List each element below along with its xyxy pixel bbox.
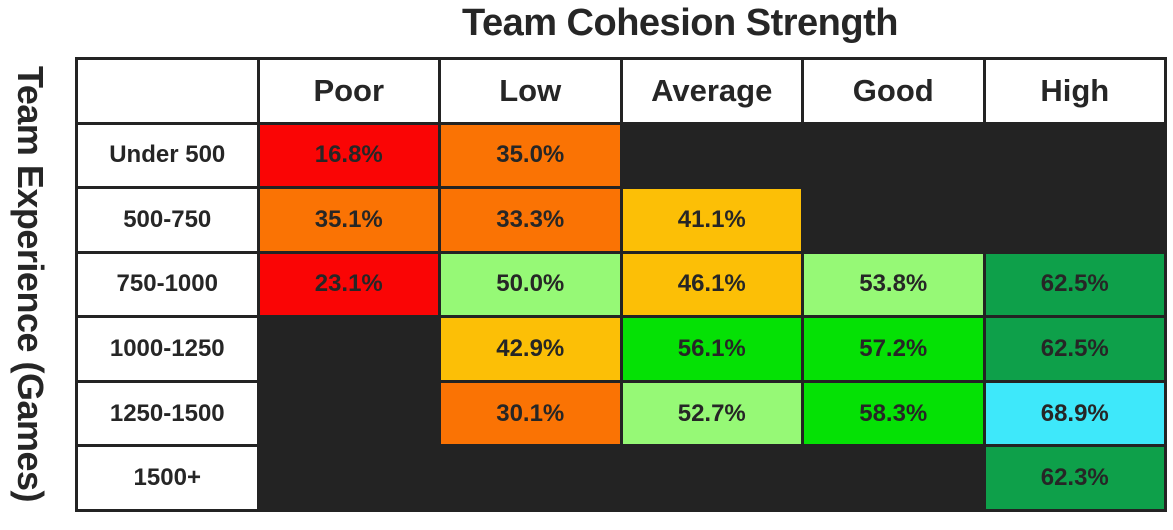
- row-label-1000-1250: 1000-1250: [78, 318, 257, 380]
- empty-cell-1500-average: [622, 447, 801, 509]
- empty-cell-1250-1500-poor: [259, 382, 438, 445]
- row-label-under-500: Under 500: [78, 124, 257, 187]
- heatmap-cell-500-750-average: 41.1%: [622, 189, 801, 251]
- empty-cell-under-500-average: [622, 124, 801, 187]
- column-header-average: Average: [622, 60, 801, 122]
- heatmap-cell-750-1000-high: 62.5%: [985, 253, 1164, 316]
- heatmap-cell-750-1000-poor: 23.1%: [259, 253, 438, 316]
- heatmap-cell-1250-1500-low: 30.1%: [441, 382, 620, 445]
- row-label-1500: 1500+: [78, 447, 257, 509]
- empty-cell-1500-low: [441, 447, 620, 509]
- heatmap-cell-750-1000-low: 50.0%: [441, 253, 620, 316]
- heatmap-cell-750-1000-average: 46.1%: [622, 253, 801, 316]
- heatmap-cell-1000-1250-average: 56.1%: [622, 318, 801, 380]
- row-label-1250-1500: 1250-1500: [78, 382, 257, 445]
- heatmap-cell-750-1000-good: 53.8%: [804, 253, 983, 316]
- empty-cell-1500-poor: [259, 447, 438, 509]
- y-axis-label: Team Experience (Games): [10, 66, 51, 503]
- heatmap-cell-500-750-poor: 35.1%: [259, 189, 438, 251]
- heatmap-cell-under-500-low: 35.0%: [441, 124, 620, 187]
- column-header-low: Low: [441, 60, 620, 122]
- corner-cell: [78, 60, 257, 122]
- cohesion-experience-heatmap: Poor Low Average Good High Under 500 16.8% 35.0…: [75, 57, 1167, 512]
- empty-cell-under-500-good: [804, 124, 983, 187]
- column-header-poor: Poor: [259, 60, 438, 122]
- empty-cell-500-750-good: [804, 189, 983, 251]
- empty-cell-1000-1250-poor: [259, 318, 438, 380]
- column-header-good: Good: [804, 60, 983, 122]
- heatmap-cell-1000-1250-good: 57.2%: [804, 318, 983, 380]
- column-header-high: High: [985, 60, 1164, 122]
- heatmap-cell-1250-1500-good: 58.3%: [804, 382, 983, 445]
- heatmap-cell-1500-high: 62.3%: [985, 447, 1164, 509]
- heatmap-cell-1000-1250-high: 62.5%: [985, 318, 1164, 380]
- empty-cell-under-500-high: [985, 124, 1164, 187]
- heatmap-cell-under-500-poor: 16.8%: [259, 124, 438, 187]
- row-label-500-750: 500-750: [78, 189, 257, 251]
- empty-cell-1500-good: [804, 447, 983, 509]
- empty-cell-500-750-high: [985, 189, 1164, 251]
- heatmap-cell-1250-1500-average: 52.7%: [622, 382, 801, 445]
- heatmap-cell-1000-1250-low: 42.9%: [441, 318, 620, 380]
- heatmap-cell-1250-1500-high: 68.9%: [985, 382, 1164, 445]
- heatmap-cell-500-750-low: 33.3%: [441, 189, 620, 251]
- row-label-750-1000: 750-1000: [78, 253, 257, 316]
- chart-title: Team Cohesion Strength: [462, 2, 898, 44]
